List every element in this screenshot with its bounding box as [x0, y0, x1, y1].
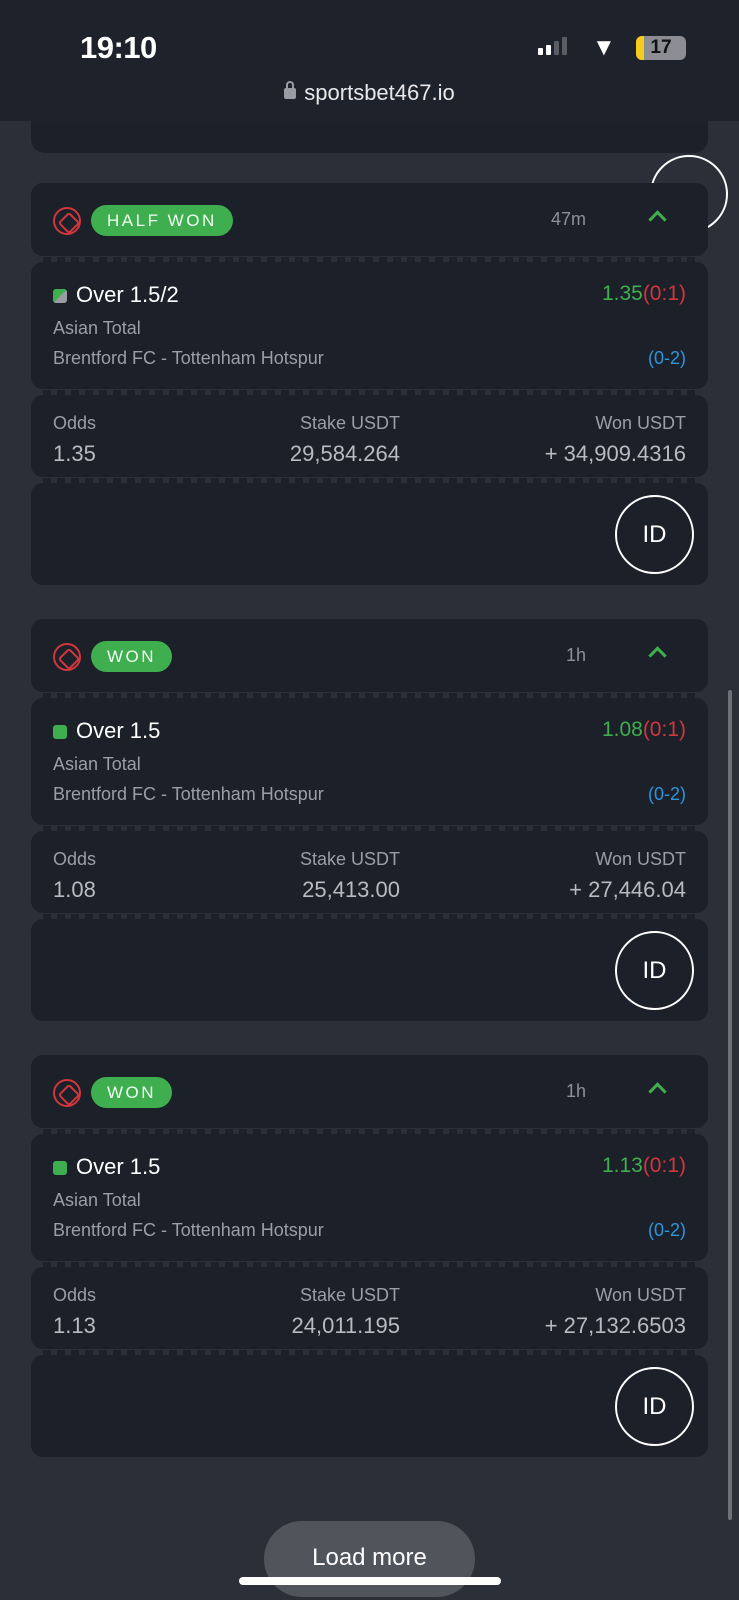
- score-at-bet: (0:1): [642, 718, 686, 741]
- selection-odds: 1.35: [601, 282, 643, 305]
- divider: [43, 693, 696, 699]
- scrollbar[interactable]: [728, 690, 732, 1520]
- id-button[interactable]: ID: [615, 495, 694, 574]
- battery-icon: 17: [636, 36, 686, 60]
- final-score: (0-2): [647, 1220, 686, 1240]
- divider: [43, 1262, 696, 1268]
- selection-section: Over 1.5 Asian Total Brentford FC - Tott…: [31, 1134, 708, 1261]
- soccer-ball-icon: [53, 1079, 81, 1107]
- actions-section: ID: [31, 1355, 708, 1457]
- divider: [43, 1350, 696, 1356]
- url-text: sportsbet467.io: [304, 80, 455, 105]
- time-ago: 1h: [565, 645, 586, 665]
- bet-header[interactable]: WON 1h: [31, 1055, 708, 1128]
- odds-label: Odds: [53, 849, 97, 869]
- stake-value: 29,584.264: [289, 441, 400, 466]
- divider: [43, 826, 696, 832]
- load-more-button[interactable]: Load more: [264, 1521, 475, 1597]
- stake-section: Odds 1.08 Stake USDT 25,413.00 Won USDT …: [31, 831, 708, 913]
- won-label: Won USDT: [595, 849, 686, 869]
- result-indicator-icon: [53, 725, 67, 739]
- odds-label: Odds: [53, 413, 97, 433]
- stake-label: Stake USDT: [299, 1285, 400, 1305]
- score-at-bet: (0:1): [642, 282, 686, 305]
- stake-value: 25,413.00: [302, 877, 400, 902]
- selection-section: Over 1.5/2 Asian Total Brentford FC - To…: [31, 262, 708, 389]
- selection-name: Over 1.5: [76, 1154, 161, 1179]
- divider: [43, 478, 696, 484]
- final-score: (0-2): [647, 348, 686, 368]
- odds-value: 1.08: [53, 877, 96, 902]
- chevron-up-icon[interactable]: [648, 1082, 667, 1101]
- stake-section: Odds 1.13 Stake USDT 24,011.195 Won USDT…: [31, 1267, 708, 1349]
- selection-section: Over 1.5 Asian Total Brentford FC - Tott…: [31, 698, 708, 825]
- url-bar[interactable]: sportsbet467.io: [0, 80, 739, 106]
- cellular-signal-icon: [538, 37, 567, 55]
- market-name: Asian Total: [53, 1190, 141, 1210]
- won-value: + 27,132.6503: [544, 1313, 686, 1338]
- status-badge: HALF WON: [91, 205, 233, 236]
- browser-top-bar: 19:10 ▼ 17 sportsbet467.io: [0, 0, 739, 121]
- won-value: + 34,909.4316: [544, 441, 686, 466]
- result-indicator-icon: [53, 289, 67, 303]
- soccer-ball-icon: [53, 207, 81, 235]
- divider: [43, 914, 696, 920]
- status-badge: WON: [91, 1077, 173, 1108]
- divider: [43, 257, 696, 263]
- stake-label: Stake USDT: [299, 413, 400, 433]
- lock-icon: [284, 81, 297, 99]
- id-button[interactable]: ID: [615, 931, 694, 1010]
- status-badge: WON: [91, 641, 173, 672]
- selection-name: Over 1.5/2: [76, 282, 179, 307]
- result-indicator-icon: [53, 1161, 67, 1175]
- time-ago: 1h: [565, 1081, 586, 1101]
- bet-header[interactable]: HALF WON 47m: [31, 183, 708, 256]
- divider: [43, 1129, 696, 1135]
- bet-header[interactable]: WON 1h: [31, 619, 708, 692]
- stake-label: Stake USDT: [299, 849, 400, 869]
- market-name: Asian Total: [53, 318, 141, 338]
- wifi-icon: ▼: [592, 34, 616, 61]
- odds-value: 1.35: [53, 441, 96, 466]
- clock: 19:10: [80, 30, 157, 65]
- selection-name: Over 1.5: [76, 718, 161, 743]
- stake-section: Odds 1.35 Stake USDT 29,584.264 Won USDT…: [31, 395, 708, 477]
- score-at-bet: (0:1): [642, 1154, 686, 1177]
- odds-value: 1.13: [53, 1313, 96, 1338]
- chevron-up-icon[interactable]: [648, 646, 667, 665]
- match-name: Brentford FC - Tottenham Hotspur: [53, 348, 324, 368]
- actions-section: ID: [31, 919, 708, 1021]
- time-ago: 47m: [550, 209, 586, 229]
- won-value: + 27,446.04: [569, 877, 686, 902]
- divider: [43, 390, 696, 396]
- match-name: Brentford FC - Tottenham Hotspur: [53, 1220, 324, 1240]
- selection-odds: 1.13: [601, 1154, 643, 1177]
- won-label: Won USDT: [595, 413, 686, 433]
- chevron-up-icon[interactable]: [648, 210, 667, 229]
- home-indicator: [239, 1577, 501, 1585]
- stake-value: 24,011.195: [291, 1313, 400, 1338]
- won-label: Won USDT: [595, 1285, 686, 1305]
- selection-odds: 1.08: [601, 718, 643, 741]
- market-name: Asian Total: [53, 754, 141, 774]
- final-score: (0-2): [647, 784, 686, 804]
- actions-section: ID: [31, 483, 708, 585]
- id-button[interactable]: ID: [615, 1367, 694, 1446]
- match-name: Brentford FC - Tottenham Hotspur: [53, 784, 324, 804]
- soccer-ball-icon: [53, 643, 81, 671]
- odds-label: Odds: [53, 1285, 97, 1305]
